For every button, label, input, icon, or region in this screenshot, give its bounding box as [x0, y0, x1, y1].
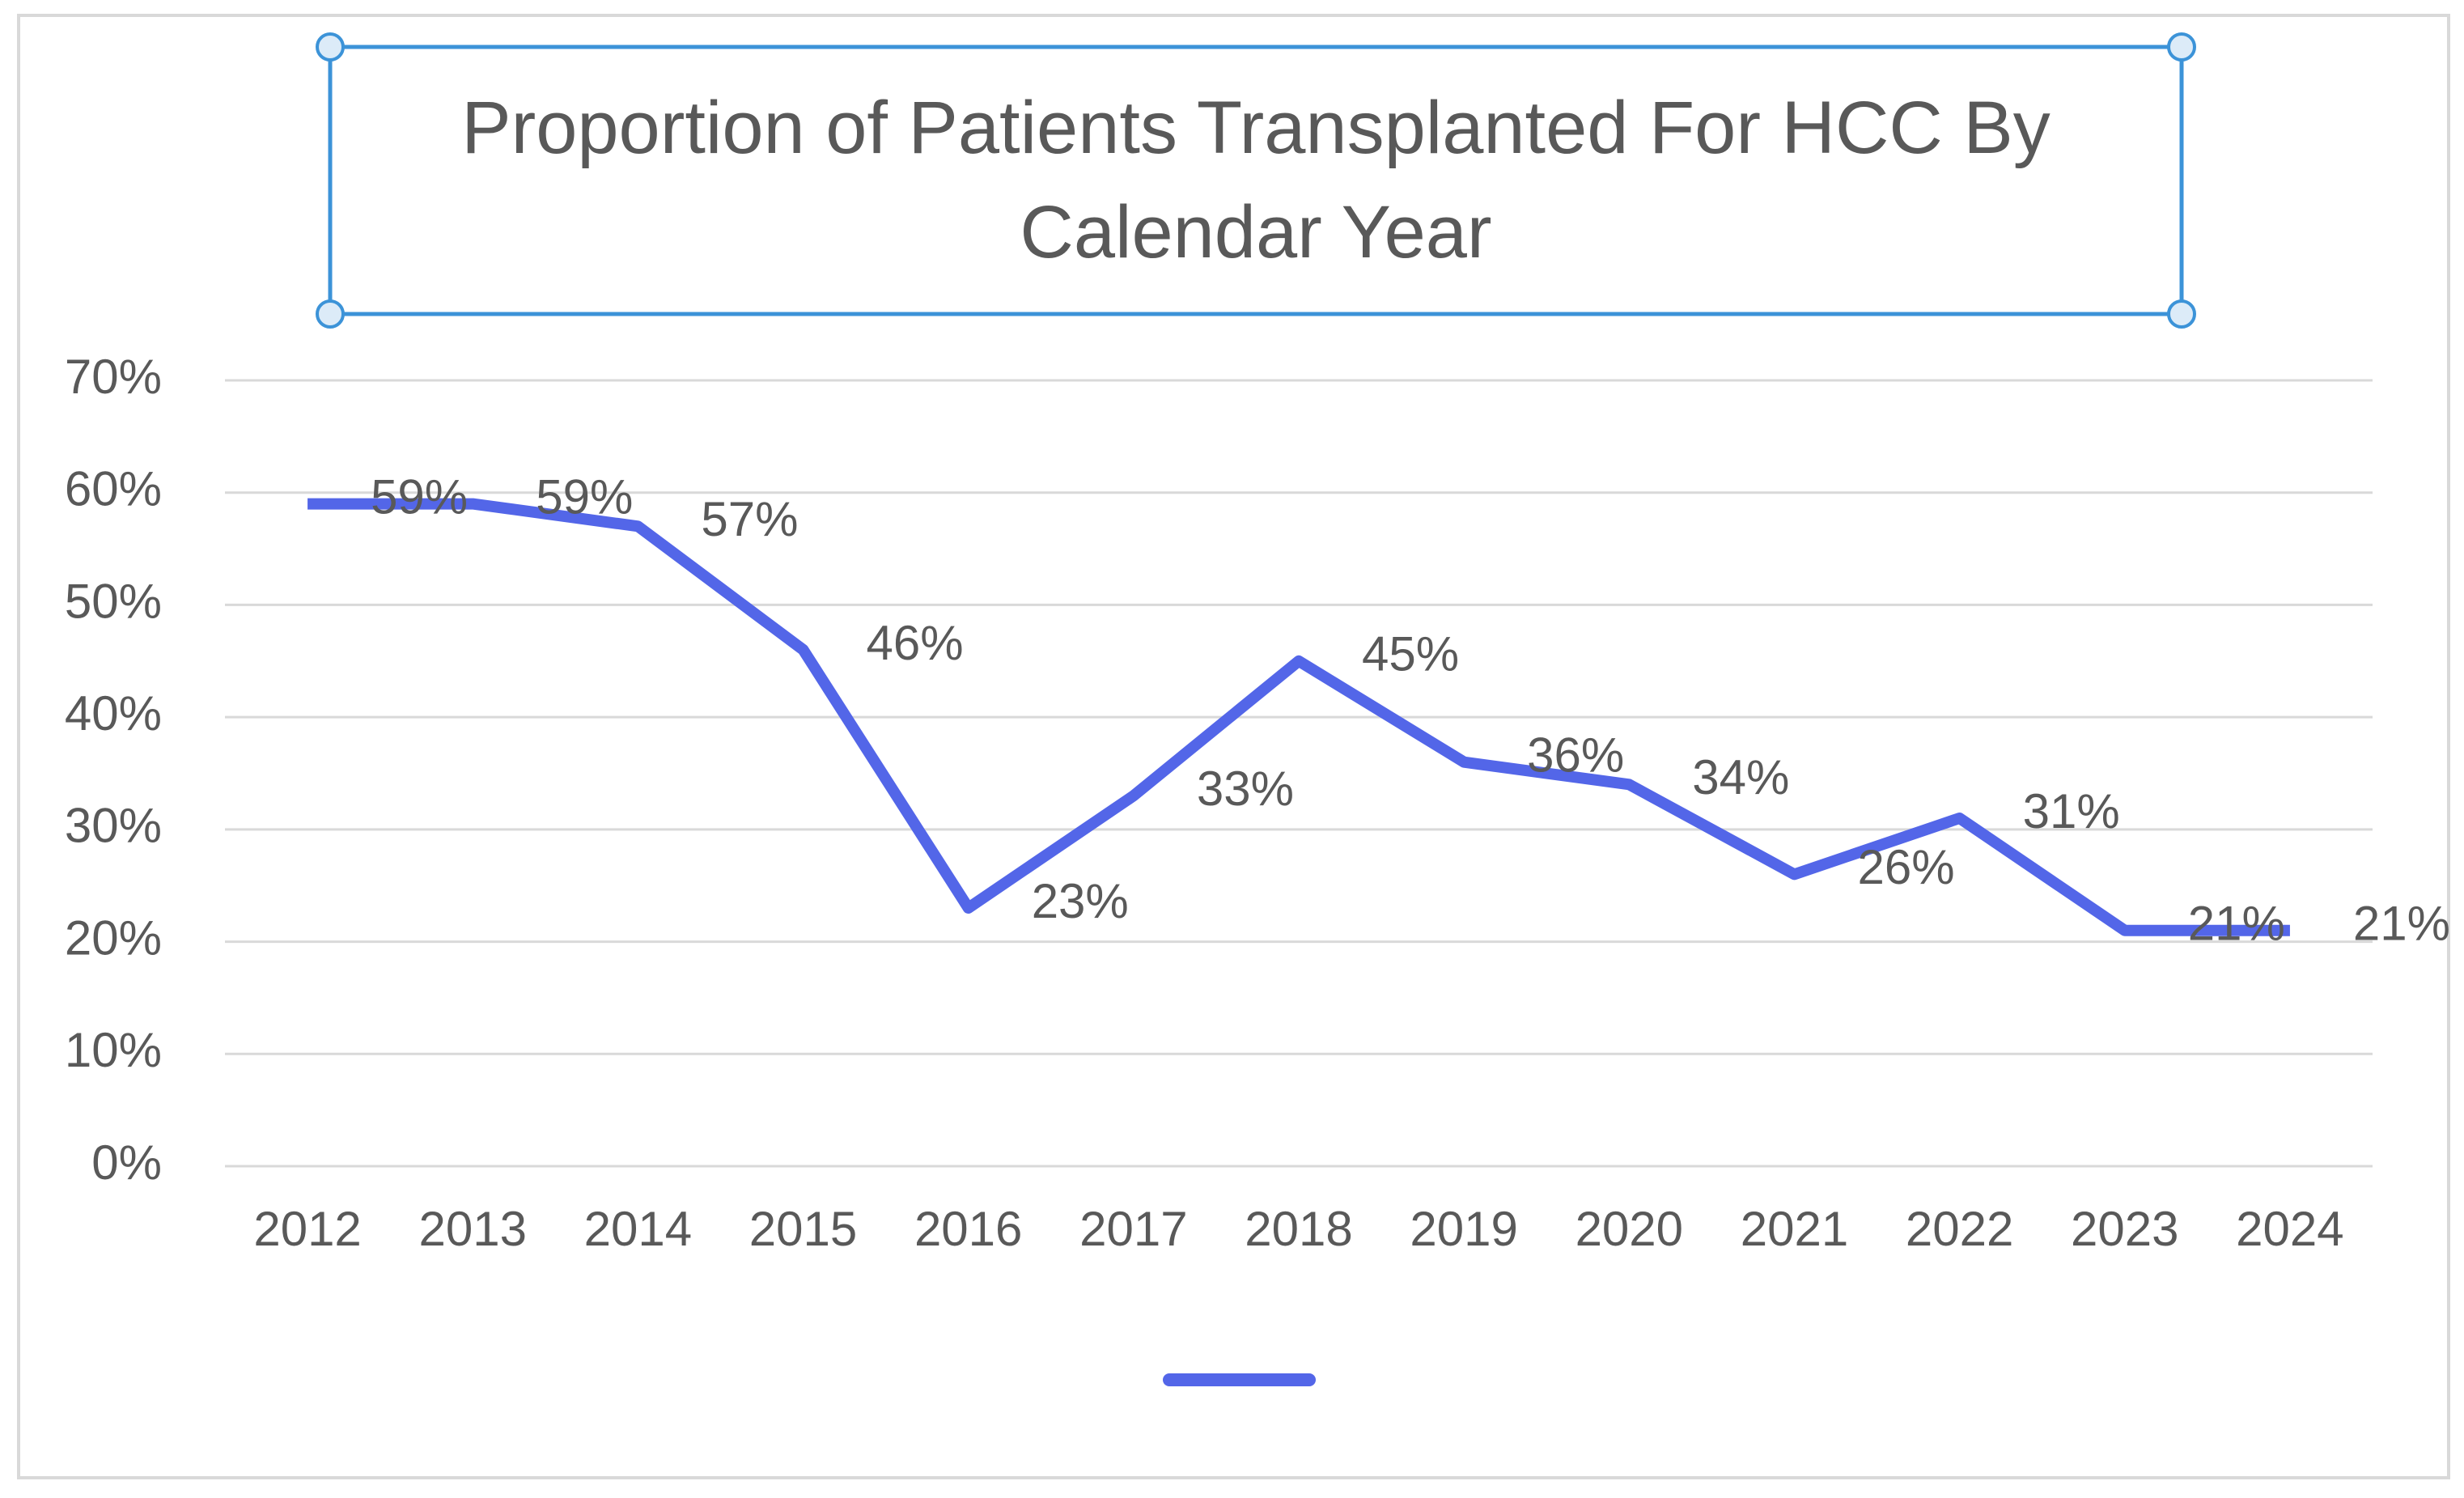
- y-tick-label: 0%: [91, 1135, 162, 1190]
- x-tick-label: 2018: [1245, 1202, 1352, 1256]
- x-tick-label: 2012: [253, 1202, 361, 1256]
- y-tick-label: 20%: [65, 910, 162, 965]
- chart-frame: [17, 14, 2450, 1479]
- x-tick-label: 2022: [1906, 1202, 2013, 1256]
- x-tick-label: 2020: [1576, 1202, 1683, 1256]
- data-label: 23%: [1032, 874, 1129, 928]
- data-label: 31%: [2023, 784, 2120, 838]
- handle: [316, 32, 345, 62]
- data-line: [307, 498, 2290, 936]
- selection-handles: [316, 32, 2196, 329]
- handle: [2167, 32, 2196, 62]
- data-label: 21%: [2188, 897, 2285, 951]
- x-tick-label: 2016: [914, 1202, 1022, 1256]
- data-label: 33%: [1197, 762, 1294, 816]
- data-label: 36%: [1527, 728, 1624, 782]
- x-tick-label: 2013: [418, 1202, 526, 1256]
- x-tick-label: 2019: [1410, 1202, 1517, 1256]
- y-tick-label: 30%: [65, 799, 162, 853]
- data-label: 59%: [371, 469, 468, 524]
- x-tick-label: 2023: [2071, 1202, 2178, 1256]
- data-label: 21%: [2353, 897, 2450, 951]
- x-tick-label: 2024: [2236, 1202, 2343, 1256]
- data-label: 45%: [1362, 627, 1459, 681]
- data-label: 59%: [536, 469, 633, 524]
- handle: [2167, 299, 2196, 329]
- x-tick-label: 2015: [749, 1202, 857, 1256]
- y-tick-label: 50%: [65, 574, 162, 628]
- data-label: 46%: [867, 616, 964, 670]
- data-label: 57%: [701, 492, 798, 546]
- chart-title: Proportion of Patients Transplanted For …: [461, 87, 2051, 274]
- handle: [316, 299, 345, 329]
- x-tick-label: 2014: [584, 1202, 692, 1256]
- y-tick-label: 70%: [65, 350, 162, 404]
- y-tick-label: 60%: [65, 462, 162, 516]
- x-tick-label: 2021: [1741, 1202, 1848, 1256]
- y-tick-label: 10%: [65, 1023, 162, 1077]
- data-label: 26%: [1857, 840, 1954, 894]
- y-tick-label: 40%: [65, 686, 162, 741]
- data-label: 34%: [1692, 750, 1789, 804]
- x-tick-label: 2017: [1079, 1202, 1187, 1256]
- title-selection-box: [328, 45, 2184, 316]
